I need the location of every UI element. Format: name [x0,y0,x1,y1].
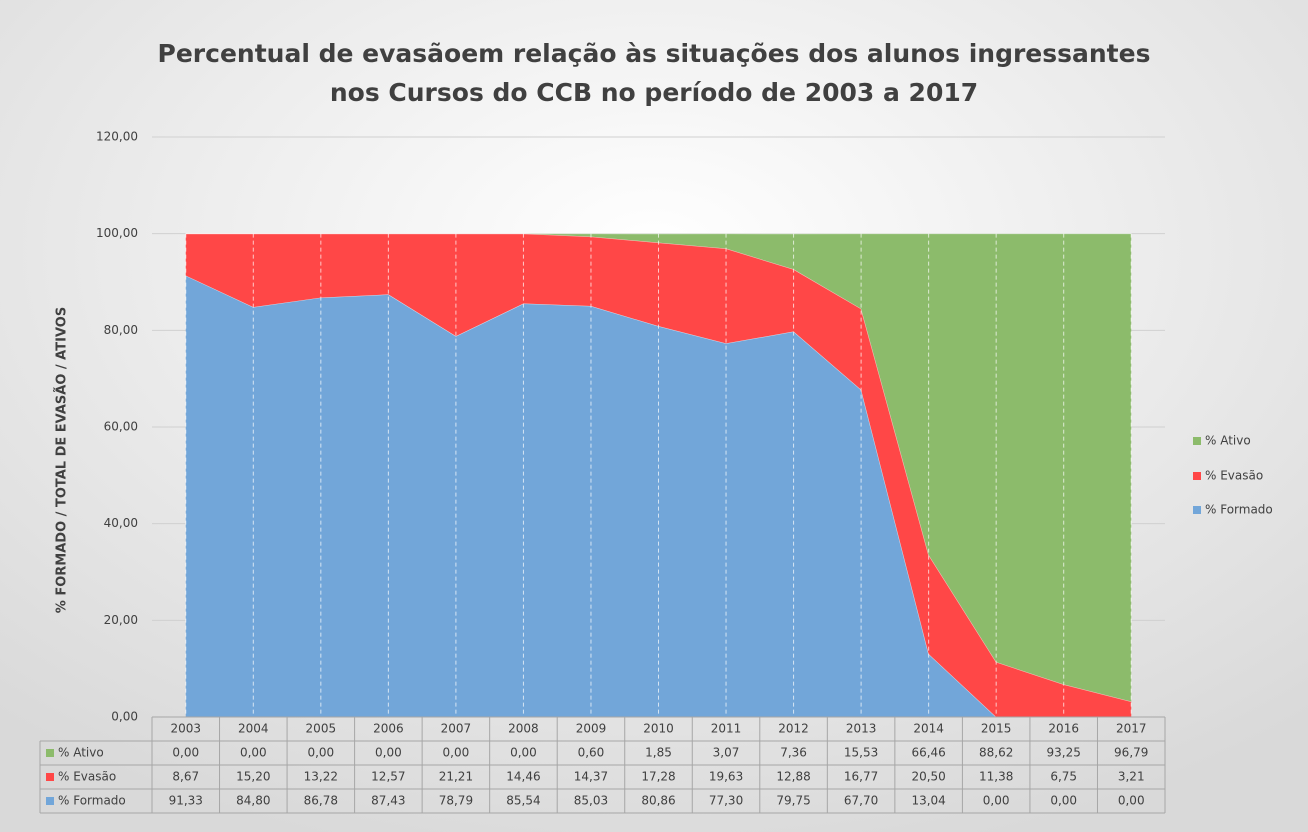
x-tick-label: 2013 [846,722,877,736]
table-value: 88,62 [979,746,1013,760]
legend-key [1193,472,1201,480]
chart-title: nos Cursos do CCB no período de 2003 a 2… [330,78,978,107]
table-value: 8,67 [172,770,199,784]
table-value: 0,60 [578,746,605,760]
table-value: 17,28 [641,770,675,784]
y-tick-label: 20,00 [104,613,138,627]
x-tick-label: 2008 [508,722,539,736]
table-value: 87,43 [371,794,405,808]
table-value: 79,75 [776,794,810,808]
y-tick-label: 40,00 [104,516,138,530]
x-tick-label: 2017 [1116,722,1147,736]
table-value: 1,85 [645,746,672,760]
table-value: 20,50 [911,770,945,784]
table-value: 0,00 [375,746,402,760]
table-series-name: % Evasão [58,770,116,784]
table-value: 14,37 [574,770,608,784]
chart-title: Percentual de evasãoem relação às situaç… [158,39,1151,68]
x-tick-label: 2015 [981,722,1012,736]
table-value: 13,04 [911,794,945,808]
area [185,233,1132,702]
table-value: 84,80 [236,794,270,808]
x-tick-label: 2005 [306,722,337,736]
table-value: 93,25 [1047,746,1081,760]
table-value: 67,70 [844,794,878,808]
table-value: 80,86 [641,794,675,808]
legend-key [46,773,54,781]
y-tick-label: 0,00 [111,710,138,724]
table-value: 0,00 [983,794,1010,808]
legend-key [1193,437,1201,445]
table-value: 3,21 [1118,770,1145,784]
area [185,233,1132,717]
table-value: 21,21 [439,770,473,784]
y-tick-label: 120,00 [96,130,138,144]
table-value: 96,79 [1114,746,1148,760]
table-value: 78,79 [439,794,473,808]
table-value: 6,75 [1050,770,1077,784]
table-value: 0,00 [510,746,537,760]
table-value: 15,53 [844,746,878,760]
x-tick-label: 2010 [643,722,674,736]
x-tick-label: 2004 [238,722,269,736]
x-tick-label: 2014 [913,722,944,736]
table-value: 85,54 [506,794,540,808]
table-value: 0,00 [172,746,199,760]
y-axis-label: % FORMADO / TOTAL DE EVASÃO / ATIVOS [54,307,70,613]
table-value: 14,46 [506,770,540,784]
table-value: 85,03 [574,794,608,808]
table-value: 15,20 [236,770,270,784]
table-value: 16,77 [844,770,878,784]
table-value: 7,36 [780,746,807,760]
table-value: 0,00 [307,746,334,760]
table-value: 0,00 [1050,794,1077,808]
table-value: 77,30 [709,794,743,808]
table-value: 12,57 [371,770,405,784]
table-value: 12,88 [776,770,810,784]
table-value: 19,63 [709,770,743,784]
legend-label: % Formado [1205,503,1273,517]
legend-key [46,749,54,757]
table-value: 3,07 [713,746,740,760]
x-tick-label: 2012 [778,722,809,736]
x-tick-label: 2016 [1048,722,1079,736]
y-tick-label: 80,00 [104,323,138,337]
y-tick-label: 100,00 [96,226,138,240]
table-value: 86,78 [304,794,338,808]
table-value: 0,00 [1118,794,1145,808]
legend-key [1193,506,1201,514]
table-value: 91,33 [169,794,203,808]
x-tick-label: 2006 [373,722,404,736]
table-value: 11,38 [979,770,1013,784]
table-value: 0,00 [240,746,267,760]
table-series-name: % Formado [58,794,126,808]
table-value: 66,46 [911,746,945,760]
table-value: 13,22 [304,770,338,784]
table-series-name: % Ativo [58,746,104,760]
y-tick-label: 60,00 [104,420,138,434]
x-tick-label: 2003 [170,722,201,736]
legend-label: % Evasão [1205,469,1263,483]
legend-key [46,797,54,805]
legend-label: % Ativo [1205,434,1251,448]
table-value: 0,00 [443,746,470,760]
x-tick-label: 2011 [711,722,742,736]
x-tick-label: 2007 [441,722,472,736]
x-tick-label: 2009 [576,722,607,736]
